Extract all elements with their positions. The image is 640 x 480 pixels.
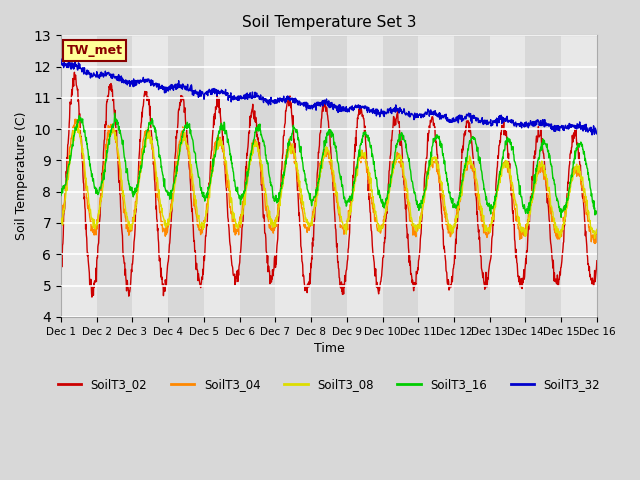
SoilT3_02 — [530, 156, 538, 162]
Bar — [97, 36, 132, 317]
Line: SoilT3_16: SoilT3_16 — [61, 113, 597, 217]
SoilT3_04 — [591, 240, 599, 246]
Line: SoilT3_32: SoilT3_32 — [61, 59, 597, 135]
SoilT3_04 — [71, 116, 79, 122]
SoilT3_32 — [588, 132, 596, 138]
SoilT3_16 — [530, 185, 538, 191]
SoilT3_08 — [591, 235, 598, 241]
SoilT3_32 — [593, 130, 601, 136]
SoilT3_08 — [177, 145, 184, 151]
SoilT3_02 — [237, 246, 244, 252]
SoilT3_04 — [483, 229, 490, 235]
SoilT3_08 — [530, 190, 538, 196]
SoilT3_02 — [413, 269, 420, 275]
Bar — [419, 36, 454, 317]
SoilT3_04 — [237, 225, 244, 230]
SoilT3_32 — [163, 86, 171, 92]
SoilT3_16 — [57, 192, 65, 198]
Bar — [204, 36, 239, 317]
SoilT3_08 — [57, 215, 65, 221]
SoilT3_32 — [412, 112, 420, 118]
SoilT3_04 — [412, 228, 420, 234]
Legend: SoilT3_02, SoilT3_04, SoilT3_08, SoilT3_16, SoilT3_32: SoilT3_02, SoilT3_04, SoilT3_08, SoilT3_… — [52, 373, 605, 396]
SoilT3_02 — [57, 262, 65, 267]
Bar — [275, 36, 311, 317]
SoilT3_08 — [237, 217, 244, 223]
SoilT3_08 — [483, 223, 490, 228]
SoilT3_04 — [57, 223, 65, 228]
SoilT3_32 — [529, 121, 537, 127]
Title: Soil Temperature Set 3: Soil Temperature Set 3 — [242, 15, 416, 30]
SoilT3_16 — [483, 194, 490, 200]
SoilT3_16 — [237, 202, 244, 207]
Bar — [490, 36, 525, 317]
SoilT3_16 — [111, 110, 118, 116]
SoilT3_04 — [530, 180, 538, 186]
Bar — [311, 36, 347, 317]
Bar — [239, 36, 275, 317]
SoilT3_32 — [482, 120, 490, 126]
SoilT3_08 — [593, 227, 601, 232]
Bar — [61, 36, 97, 317]
Bar — [454, 36, 490, 317]
SoilT3_32 — [57, 56, 65, 62]
Bar — [347, 36, 383, 317]
Bar — [525, 36, 561, 317]
Text: TW_met: TW_met — [67, 44, 122, 57]
SoilT3_02 — [177, 93, 185, 98]
SoilT3_32 — [177, 82, 184, 88]
SoilT3_04 — [177, 137, 184, 143]
SoilT3_02 — [593, 258, 601, 264]
SoilT3_16 — [412, 198, 420, 204]
SoilT3_32 — [236, 93, 244, 99]
SoilT3_02 — [70, 70, 78, 75]
SoilT3_08 — [412, 225, 420, 231]
Bar — [168, 36, 204, 317]
SoilT3_08 — [164, 220, 172, 226]
Line: SoilT3_02: SoilT3_02 — [61, 72, 597, 297]
SoilT3_16 — [164, 190, 172, 195]
Bar — [383, 36, 419, 317]
SoilT3_16 — [593, 211, 601, 217]
Bar — [132, 36, 168, 317]
SoilT3_02 — [483, 283, 490, 288]
SoilT3_16 — [177, 141, 184, 147]
Line: SoilT3_04: SoilT3_04 — [61, 119, 597, 243]
Y-axis label: Soil Temperature (C): Soil Temperature (C) — [15, 112, 28, 240]
X-axis label: Time: Time — [314, 342, 344, 355]
SoilT3_02 — [88, 294, 96, 300]
Line: SoilT3_08: SoilT3_08 — [61, 124, 597, 238]
SoilT3_04 — [164, 228, 172, 234]
SoilT3_16 — [557, 215, 565, 220]
SoilT3_02 — [164, 260, 172, 266]
Bar — [561, 36, 597, 317]
SoilT3_08 — [74, 121, 82, 127]
SoilT3_04 — [593, 231, 601, 237]
